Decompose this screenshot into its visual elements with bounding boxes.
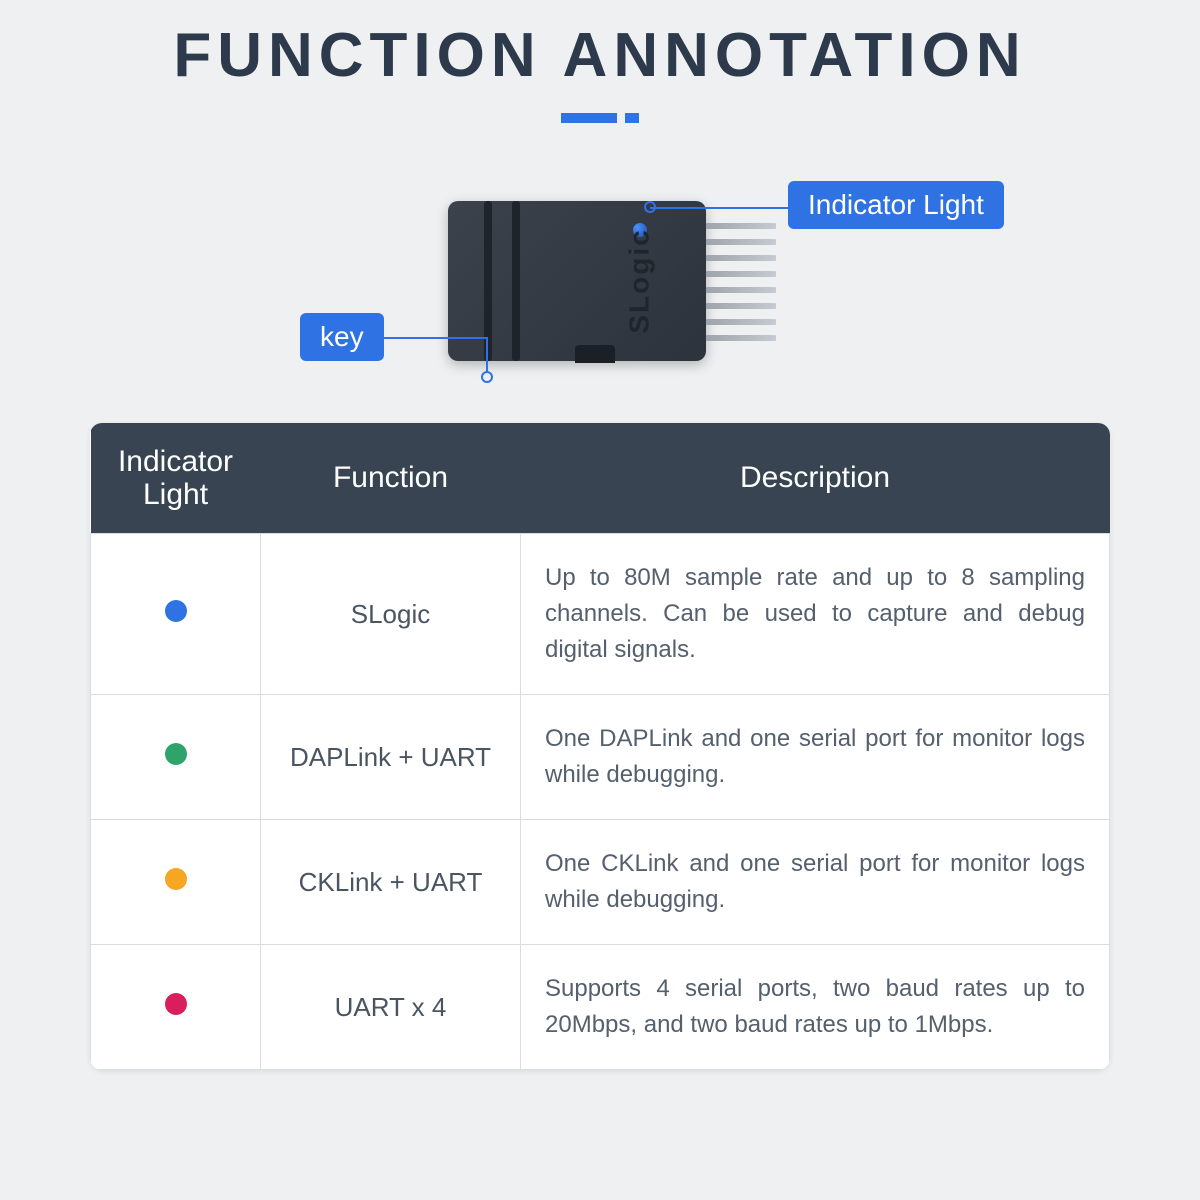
table-row: CKLink + UARTOne CKLink and one serial p… [91, 820, 1110, 945]
col-header-indicator: Indicator Light [91, 423, 261, 534]
description-cell: One DAPLink and one serial port for moni… [521, 695, 1110, 820]
device-pins [706, 223, 776, 341]
function-table: Indicator Light Function Description SLo… [90, 423, 1110, 1070]
indicator-dot-cell [91, 945, 261, 1070]
function-cell: UART x 4 [261, 945, 521, 1070]
table-row: DAPLink + UARTOne DAPLink and one serial… [91, 695, 1110, 820]
indicator-dot-icon [165, 868, 187, 890]
callout-key: key [300, 313, 384, 361]
leader-line [650, 207, 788, 209]
leader-line [378, 337, 488, 339]
table-row: UART x 4Supports 4 serial ports, two bau… [91, 945, 1110, 1070]
callout-indicator-light: Indicator Light [788, 181, 1004, 229]
indicator-dot-icon [165, 993, 187, 1015]
function-cell: CKLink + UART [261, 820, 521, 945]
col-header-description: Description [521, 423, 1110, 534]
indicator-dot-cell [91, 820, 261, 945]
description-cell: Up to 80M sample rate and up to 8 sampli… [521, 534, 1110, 695]
title-underline [561, 113, 639, 123]
function-cell: DAPLink + UART [261, 695, 521, 820]
device-brand-label: SLogic [623, 229, 655, 334]
leader-line [486, 337, 488, 373]
description-cell: Supports 4 serial ports, two baud rates … [521, 945, 1110, 1070]
indicator-dot-cell [91, 534, 261, 695]
indicator-dot-icon [165, 743, 187, 765]
col-header-function: Function [261, 423, 521, 534]
device-diagram: SLogic Indicator Light key [150, 163, 1050, 393]
leader-endpoint-icon [481, 371, 493, 383]
table-row: SLogicUp to 80M sample rate and up to 8 … [91, 534, 1110, 695]
description-cell: One CKLink and one serial port for monit… [521, 820, 1110, 945]
function-cell: SLogic [261, 534, 521, 695]
indicator-dot-icon [165, 600, 187, 622]
page-title: FUNCTION ANNOTATION [173, 20, 1026, 91]
indicator-dot-cell [91, 695, 261, 820]
